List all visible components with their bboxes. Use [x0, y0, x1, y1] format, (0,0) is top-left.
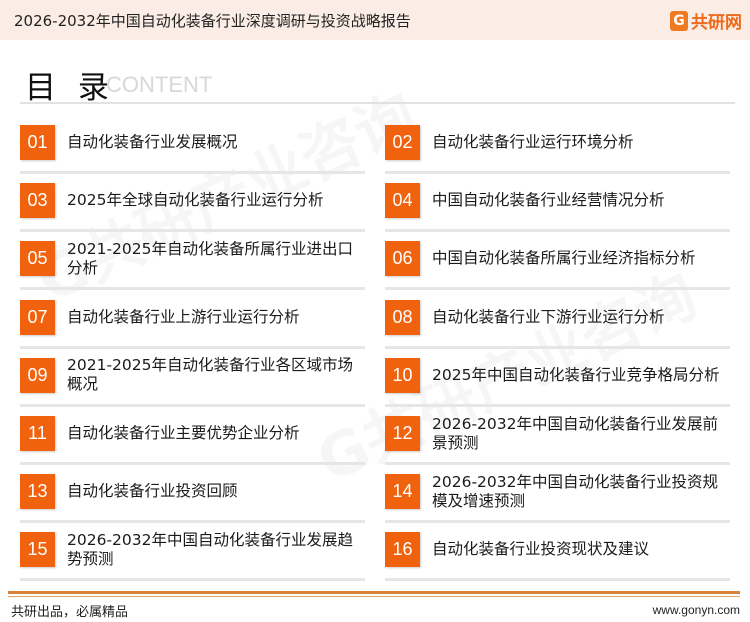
report-title: 2026-2032年中国自动化装备行业深度调研与投资战略报告 — [14, 12, 411, 30]
toc-item-number: 06 — [385, 241, 420, 277]
toc-item-label: 自动化装备行业下游行业运行分析 — [432, 300, 722, 335]
toc-item-label: 2021-2025年自动化装备行业各区域市场概况 — [67, 356, 357, 394]
divider — [20, 287, 365, 291]
logo-icon: G — [670, 10, 688, 31]
toc-item-label: 2026-2032年中国自动化装备行业发展趋势预测 — [67, 530, 357, 568]
divider — [385, 345, 730, 349]
toc-item-label: 中国自动化装备行业经营情况分析 — [432, 183, 722, 218]
toc-item-number: 03 — [20, 183, 55, 219]
divider — [20, 403, 365, 407]
toc-item[interactable]: 09 2021-2025年自动化装备行业各区域市场概况 — [20, 356, 365, 416]
toc-item-number: 04 — [385, 183, 420, 219]
toc-item-label: 2025年中国自动化装备行业竞争格局分析 — [432, 358, 722, 393]
divider — [385, 403, 730, 407]
toc-item[interactable]: 16 自动化装备行业投资现状及建议 — [385, 532, 730, 590]
logo: G 共研网 — [670, 8, 742, 33]
toc-heading-en: CONTENT — [106, 72, 213, 97]
toc-item-label: 中国自动化装备所属行业经济指标分析 — [432, 241, 722, 276]
toc-item-text: 2026-2032年中国自动化装备行业发展前景预测 — [432, 414, 718, 452]
divider — [20, 462, 365, 465]
toc-item-text: 自动化装备行业下游行业运行分析 — [432, 307, 665, 326]
toc-item[interactable]: 12 2026-2032年中国自动化装备行业发展前景预测 — [385, 414, 730, 474]
toc-item-text: 2025年中国自动化装备行业竞争格局分析 — [432, 365, 720, 384]
toc-item-text: 自动化装备行业上游行业运行分析 — [67, 307, 300, 326]
toc-item-text: 自动化装备行业投资现状及建议 — [432, 540, 650, 559]
toc-item-number: 10 — [385, 357, 420, 393]
divider — [20, 102, 735, 104]
toc-item-text: 2025年全球自动化装备行业运行分析 — [67, 191, 324, 210]
footer-slogan: 共研出品，必属精品 — [11, 605, 129, 620]
toc-item-text: 2026-2032年中国自动化装备行业发展趋势预测 — [67, 530, 353, 568]
toc-item[interactable]: 10 2025年中国自动化装备行业竞争格局分析 — [385, 357, 730, 416]
toc-item-label: 自动化装备行业投资回顾 — [67, 474, 357, 509]
footer-line — [8, 591, 740, 594]
toc-item-number: 09 — [20, 357, 55, 393]
toc-item-label: 2026-2032年中国自动化装备行业投资规模及增速预测 — [432, 472, 722, 510]
divider — [385, 229, 730, 233]
footer-url[interactable]: www.gonyn.com — [652, 603, 740, 617]
toc-item-label: 2026-2032年中国自动化装备行业发展前景预测 — [432, 414, 722, 452]
toc-item-text: 自动化装备行业主要优势企业分析 — [67, 424, 300, 442]
toc-item-label: 自动化装备行业发展概况 — [67, 125, 357, 160]
divider — [20, 345, 365, 349]
toc-item-number: 02 — [385, 125, 420, 160]
toc-item-number: 15 — [20, 532, 55, 568]
toc-item-number: 08 — [385, 299, 420, 335]
toc-item-text: 2021-2025年自动化装备所属行业进出口分析 — [67, 239, 353, 277]
toc-item[interactable]: 15 2026-2032年中国自动化装备行业发展趋势预测 — [20, 530, 365, 590]
toc-item[interactable]: 07 自动化装备行业上游行业运行分析 — [20, 299, 365, 358]
toc-item-text: 自动化装备行业投资回顾 — [67, 482, 238, 501]
toc-item[interactable]: 05 2021-2025年自动化装备所属行业进出口分析 — [20, 239, 365, 299]
footer-line — [8, 596, 740, 597]
toc-item-label: 2025年全球自动化装备行业运行分析 — [67, 183, 357, 218]
divider — [385, 520, 730, 524]
toc-item-label: 自动化装备行业投资现状及建议 — [432, 532, 722, 567]
toc-item-number: 12 — [385, 416, 420, 451]
divider — [20, 520, 365, 524]
toc-item-number: 16 — [385, 532, 420, 568]
divider — [385, 462, 730, 465]
toc-item[interactable]: 02 自动化装备行业运行环境分析 — [385, 125, 730, 183]
divider — [20, 229, 365, 233]
logo-text: 共研网 — [691, 13, 742, 33]
toc-item[interactable]: 14 2026-2032年中国自动化装备行业投资规模及增速预测 — [385, 472, 730, 532]
toc-item-text: 自动化装备行业运行环境分析 — [432, 133, 634, 151]
divider — [20, 171, 365, 174]
header-bar: 2026-2032年中国自动化装备行业深度调研与投资战略报告 G 共研网 — [0, 0, 750, 40]
toc-item-number: 07 — [20, 299, 55, 335]
toc-item[interactable]: 04 中国自动化装备行业经营情况分析 — [385, 183, 730, 241]
toc-item-label: 2021-2025年自动化装备所属行业进出口分析 — [67, 239, 357, 277]
toc-item-number: 01 — [20, 125, 55, 160]
divider — [385, 578, 730, 582]
toc-item-text: 中国自动化装备行业经营情况分析 — [432, 191, 665, 210]
toc-item-text: 自动化装备行业发展概况 — [67, 133, 238, 151]
toc-item[interactable]: 03 2025年全球自动化装备行业运行分析 — [20, 183, 365, 241]
toc-item-text: 中国自动化装备所属行业经济指标分析 — [432, 249, 696, 268]
toc-item[interactable]: 01 自动化装备行业发展概况 — [20, 125, 365, 183]
toc-heading: 目 录 — [25, 70, 115, 106]
toc-item[interactable]: 08 自动化装备行业下游行业运行分析 — [385, 299, 730, 358]
toc-item[interactable]: 06 中国自动化装备所属行业经济指标分析 — [385, 241, 730, 299]
divider — [385, 171, 730, 174]
toc-item-number: 11 — [20, 416, 55, 451]
toc-item-number: 13 — [20, 474, 55, 510]
toc-item-number: 14 — [385, 474, 420, 510]
divider — [385, 287, 730, 291]
toc-item-label: 自动化装备行业运行环境分析 — [432, 125, 722, 160]
toc-item-number: 05 — [20, 241, 55, 277]
toc-item[interactable]: 11 自动化装备行业主要优势企业分析 — [20, 416, 365, 474]
toc-item-label: 自动化装备行业上游行业运行分析 — [67, 300, 357, 335]
divider — [20, 578, 365, 582]
toc-item-text: 2021-2025年自动化装备行业各区域市场概况 — [67, 356, 353, 394]
toc-item[interactable]: 13 自动化装备行业投资回顾 — [20, 474, 365, 532]
toc-item-text: 2026-2032年中国自动化装备行业投资规模及增速预测 — [432, 472, 718, 510]
toc-item-label: 自动化装备行业主要优势企业分析 — [67, 416, 357, 451]
